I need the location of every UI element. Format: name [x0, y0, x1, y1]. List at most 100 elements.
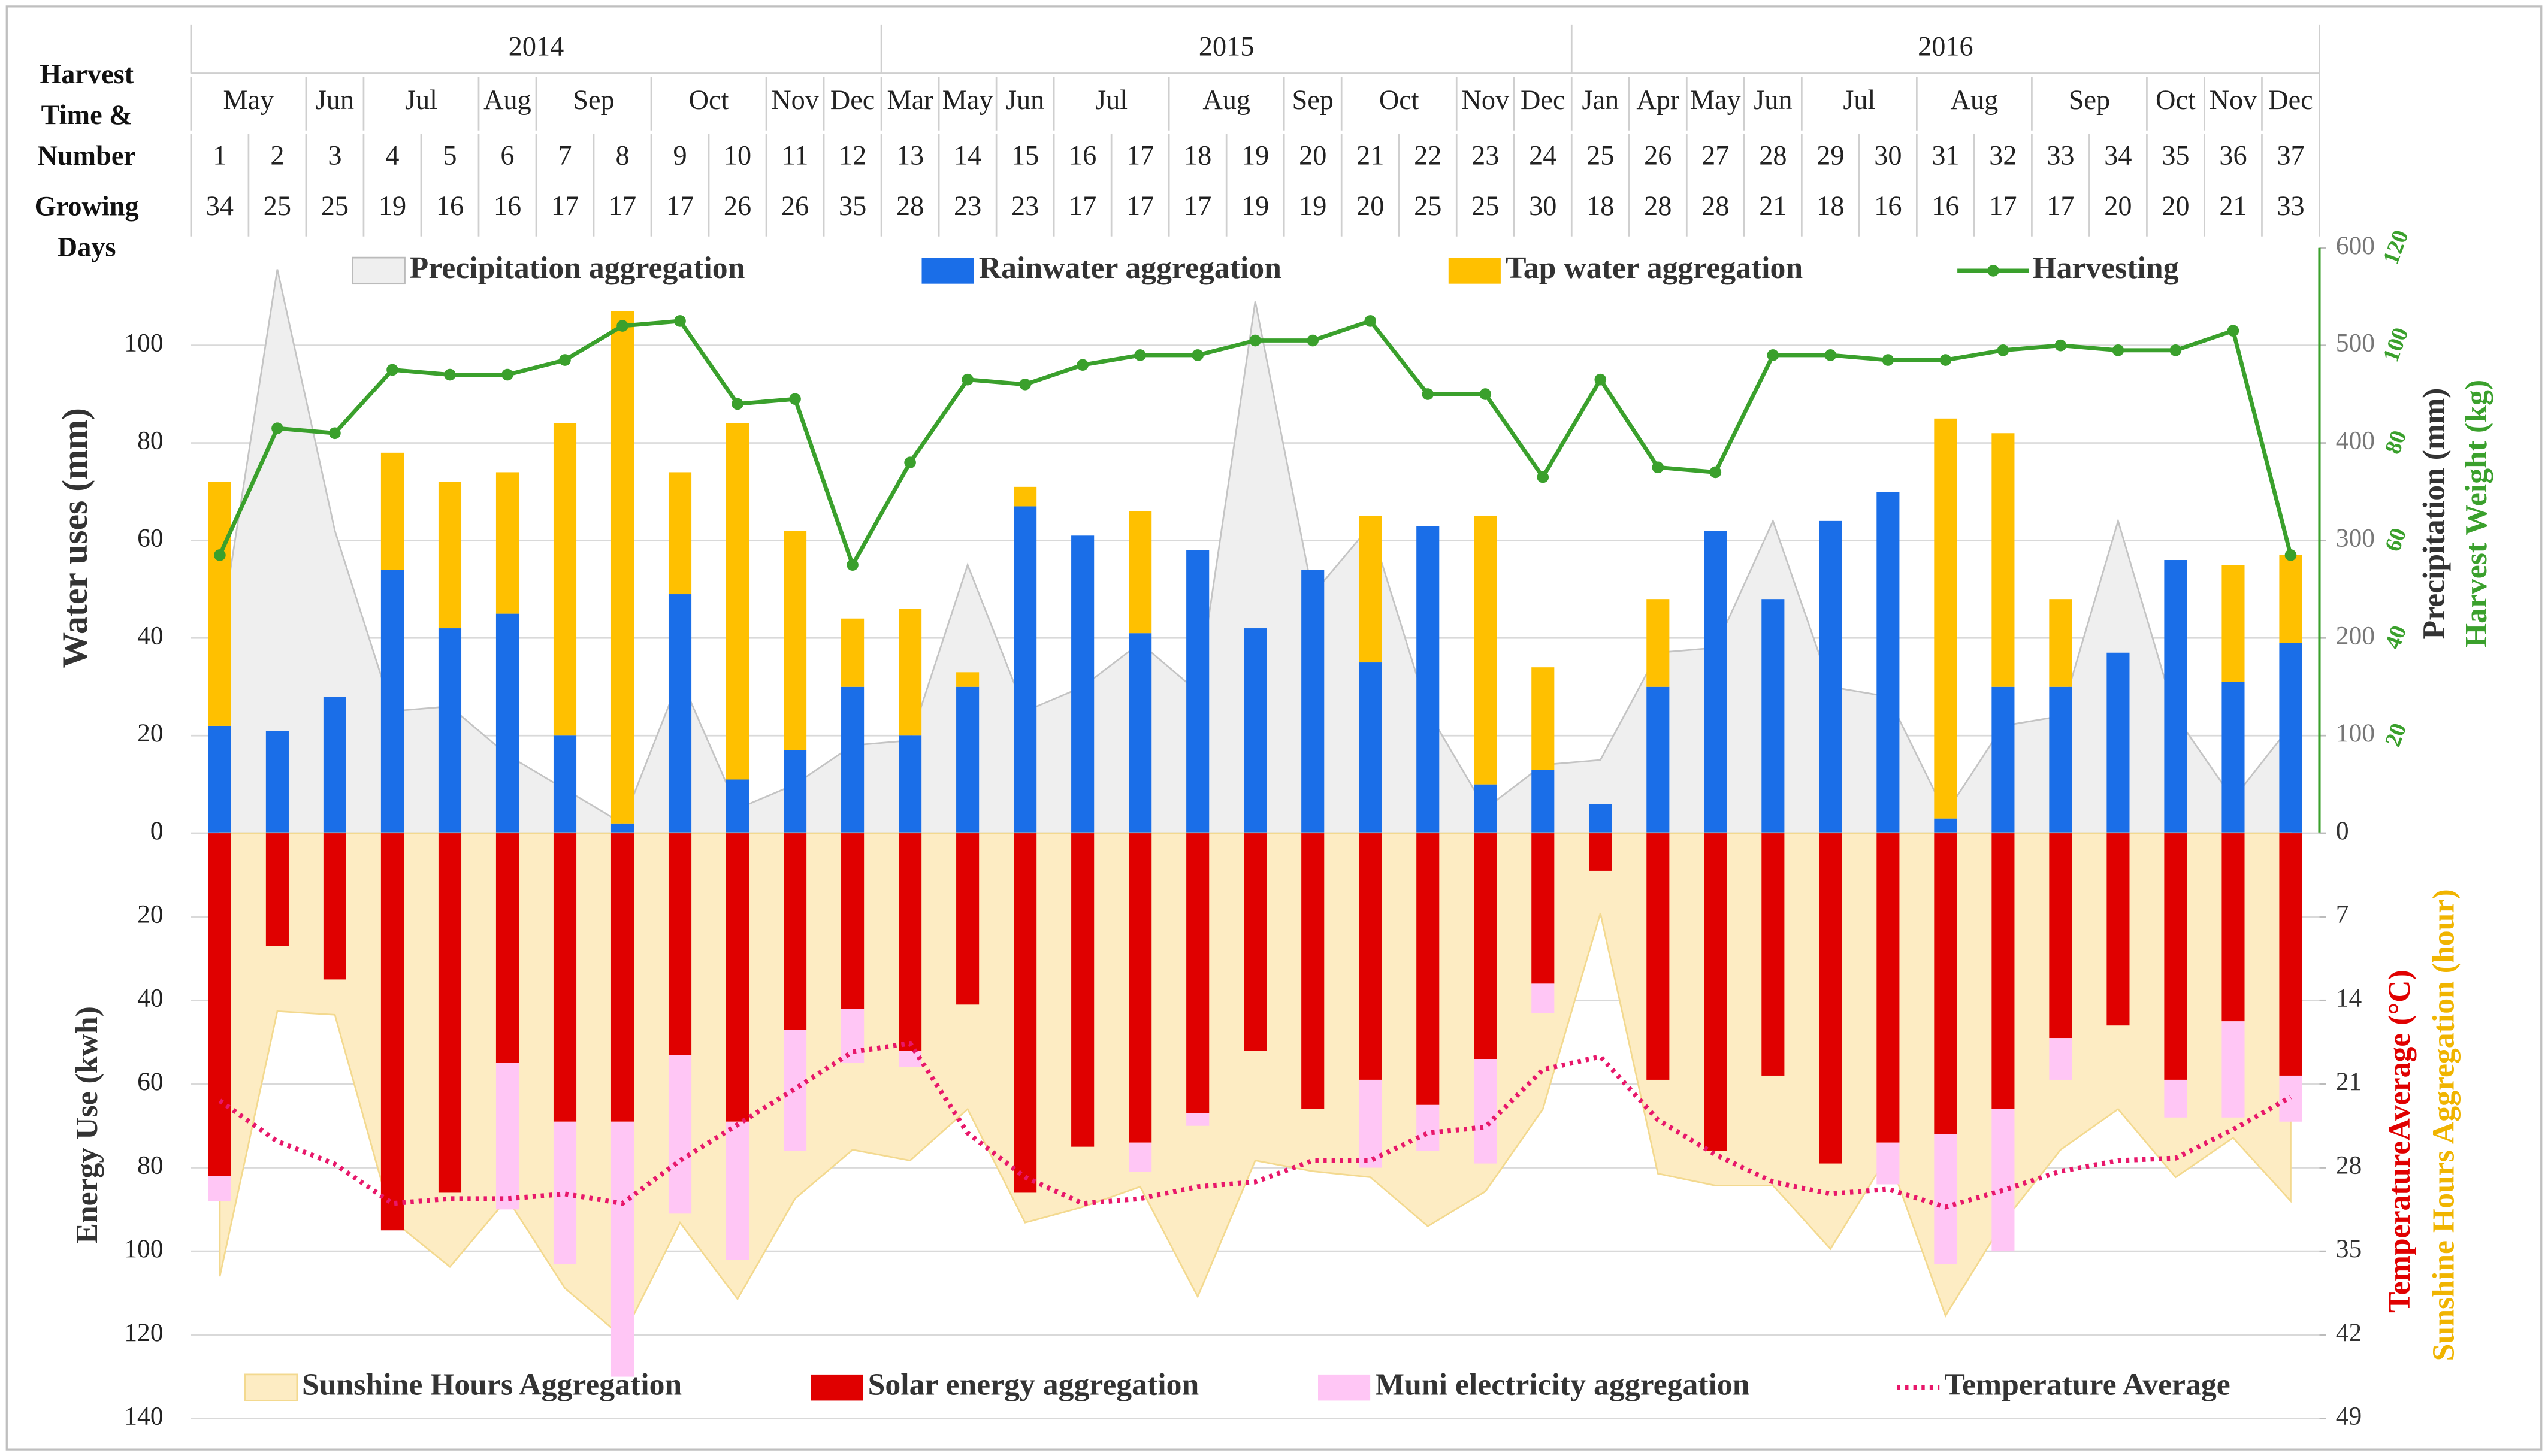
bar — [2049, 833, 2072, 1039]
growing-days: 20 — [2162, 191, 2189, 222]
bar — [2221, 1021, 2245, 1118]
bar — [2106, 833, 2130, 1026]
marker — [732, 398, 743, 410]
bar — [2279, 833, 2302, 1076]
y2-tick-label: 0 — [2336, 816, 2349, 845]
bar — [1876, 1142, 1900, 1185]
y-tick-label: 40 — [137, 621, 164, 650]
bar — [1876, 833, 1900, 1143]
marker — [214, 549, 226, 561]
growing-days: 18 — [1816, 191, 1844, 222]
bar — [899, 735, 922, 834]
y2-tick-label: 42 — [2336, 1318, 2362, 1347]
bar — [1359, 833, 1382, 1080]
bar — [1589, 833, 1612, 871]
chart: 0 20 40 60 80 100 120 140 0 7 14 21 28 35 42 49 Energy U… — [70, 816, 2461, 1430]
bar — [1531, 833, 1555, 984]
bar — [841, 618, 865, 687]
harvest-number: 31 — [1932, 141, 1959, 171]
growing-days: 30 — [1529, 191, 1556, 222]
y-axis-title: Energy Use (kwh) — [70, 1006, 104, 1244]
y-tick-label: 60 — [137, 1067, 164, 1096]
bar — [2279, 555, 2302, 643]
legend-label: Sunshine Hours Aggregation — [302, 1368, 682, 1402]
marker — [1249, 334, 1261, 347]
marker — [1192, 349, 1204, 361]
month-label: Dec — [830, 85, 875, 116]
harvest-number: 17 — [1126, 141, 1154, 171]
month-label: Sep — [573, 85, 614, 116]
marker — [847, 559, 859, 571]
y2-tick-label: 14 — [2336, 983, 2362, 1012]
bar — [2049, 599, 2072, 687]
legend-swatch — [811, 1374, 863, 1401]
bar — [1359, 662, 1382, 834]
bar — [1474, 784, 1497, 834]
growing-days: 34 — [206, 191, 234, 222]
legend-marker — [1987, 265, 1999, 277]
month-label: Jun — [1006, 85, 1044, 116]
bar — [1531, 770, 1555, 834]
bar — [784, 1030, 807, 1151]
harvest-number: 5 — [443, 141, 457, 171]
bar — [610, 1121, 634, 1377]
bar — [784, 833, 807, 1030]
legend-swatch — [352, 256, 406, 285]
bar — [553, 423, 577, 736]
legend-label: Precipitation aggregation — [410, 251, 745, 285]
month-label: Dec — [2268, 85, 2313, 116]
harvest-number: 36 — [2219, 141, 2247, 171]
harvest-number: 9 — [673, 141, 687, 171]
bar — [495, 833, 519, 1064]
marker — [789, 393, 801, 405]
marker — [1824, 349, 1837, 361]
harvest-number: 15 — [1011, 141, 1039, 171]
harvest-number: 6 — [500, 141, 514, 171]
month-label: Oct — [2156, 85, 2196, 116]
bar — [1704, 833, 1727, 1151]
marker — [1307, 334, 1319, 347]
harvest-number: 21 — [1356, 141, 1384, 171]
growing-days: 19 — [1299, 191, 1326, 222]
growing-days: 35 — [839, 191, 866, 222]
bar — [438, 482, 462, 629]
growing-days: 21 — [1759, 191, 1787, 222]
bar — [2221, 833, 2245, 1022]
harvest-number: 10 — [724, 141, 751, 171]
growing-days: 33 — [2277, 191, 2304, 222]
bar — [1129, 511, 1152, 634]
month-label: Dec — [1521, 85, 1565, 116]
month-label: Jul — [1843, 85, 1875, 116]
harvest-number: 28 — [1759, 141, 1787, 171]
bar — [841, 1009, 865, 1064]
y-tick-label: 80 — [137, 426, 164, 455]
marker — [1019, 379, 1031, 391]
bar — [1014, 833, 1037, 1193]
growing-days: 26 — [781, 191, 809, 222]
bar — [1646, 686, 1670, 834]
growing-days: 17 — [1184, 191, 1211, 222]
growing-days: 28 — [1701, 191, 1729, 222]
bar — [1301, 833, 1325, 1109]
growing-days: 16 — [1932, 191, 1959, 222]
month-label: Nov — [1461, 85, 1510, 116]
harvest-number: 34 — [2104, 141, 2132, 171]
bar — [784, 531, 807, 750]
row-label-box: Harvest Time & Number — [37, 59, 136, 171]
bar — [1014, 486, 1037, 507]
marker — [1767, 349, 1779, 361]
month-label: Sep — [2069, 85, 2110, 116]
y-tick-label: 0 — [150, 816, 164, 845]
harvest-number: 27 — [1701, 141, 1729, 171]
y2-tick-label: 49 — [2336, 1401, 2362, 1430]
growing-days: 26 — [724, 191, 751, 222]
bar — [208, 725, 231, 834]
bar — [899, 833, 922, 1051]
bar — [1129, 833, 1152, 1143]
growing-days: 21 — [2219, 191, 2247, 222]
growing-days: 18 — [1586, 191, 1614, 222]
bar — [726, 1121, 749, 1260]
month-label: Aug — [483, 85, 531, 116]
legend-swatch — [1448, 258, 1501, 284]
